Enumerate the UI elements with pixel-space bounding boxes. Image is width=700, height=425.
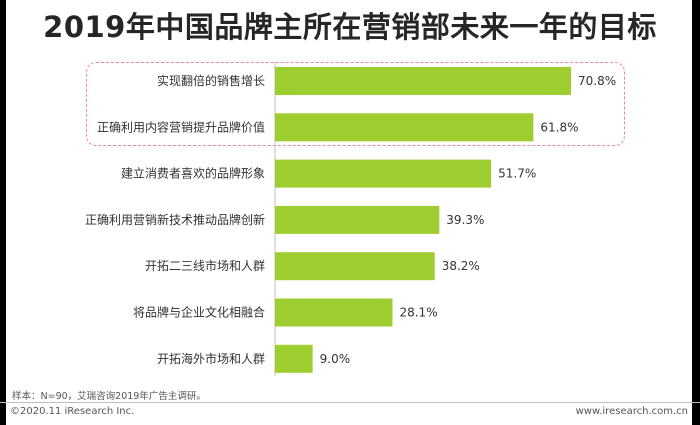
value-label-0: 70.8% bbox=[578, 74, 616, 88]
bar-4 bbox=[275, 252, 435, 281]
sample-note: 样本：N=90，艾瑞咨询2019年广告主调研。 bbox=[12, 391, 206, 402]
category-label-3: 正确利用营销新技术推动品牌创新 bbox=[85, 212, 265, 227]
value-label-3: 39.3% bbox=[446, 213, 484, 227]
category-label-6: 开拓海外市场和人群 bbox=[157, 351, 265, 366]
category-label-2: 建立消费者喜欢的品牌形象 bbox=[121, 166, 265, 181]
highlight-box bbox=[86, 62, 625, 146]
chart-title: 2019年中国品牌主所在营销部未来一年的目标 bbox=[43, 10, 657, 44]
value-label-1: 61.8% bbox=[540, 120, 578, 134]
copyright-text: ©2020.11 iResearch Inc. bbox=[10, 406, 135, 417]
bar-5 bbox=[275, 298, 393, 327]
value-label-4: 38.2% bbox=[442, 259, 480, 273]
bar-1 bbox=[275, 113, 534, 142]
value-label-5: 28.1% bbox=[399, 306, 437, 320]
category-label-1: 正确利用内容营销提升品牌价值 bbox=[97, 119, 265, 134]
value-label-2: 51.7% bbox=[498, 167, 536, 181]
category-label-4: 开拓二三线市场和人群 bbox=[145, 258, 265, 273]
left-border bbox=[0, 0, 6, 425]
right-border bbox=[692, 0, 700, 425]
bar-6 bbox=[275, 344, 313, 373]
category-label-5: 将品牌与企业文化相融合 bbox=[133, 305, 265, 320]
bar-3 bbox=[275, 205, 440, 234]
footer-divider bbox=[0, 402, 700, 403]
bar-0 bbox=[275, 67, 571, 95]
value-label-6: 9.0% bbox=[320, 352, 351, 366]
category-label-0: 实现翻倍的销售增长 bbox=[157, 73, 265, 88]
bar-2 bbox=[275, 159, 492, 188]
website-text: www.iresearch.com.cn bbox=[575, 406, 688, 417]
